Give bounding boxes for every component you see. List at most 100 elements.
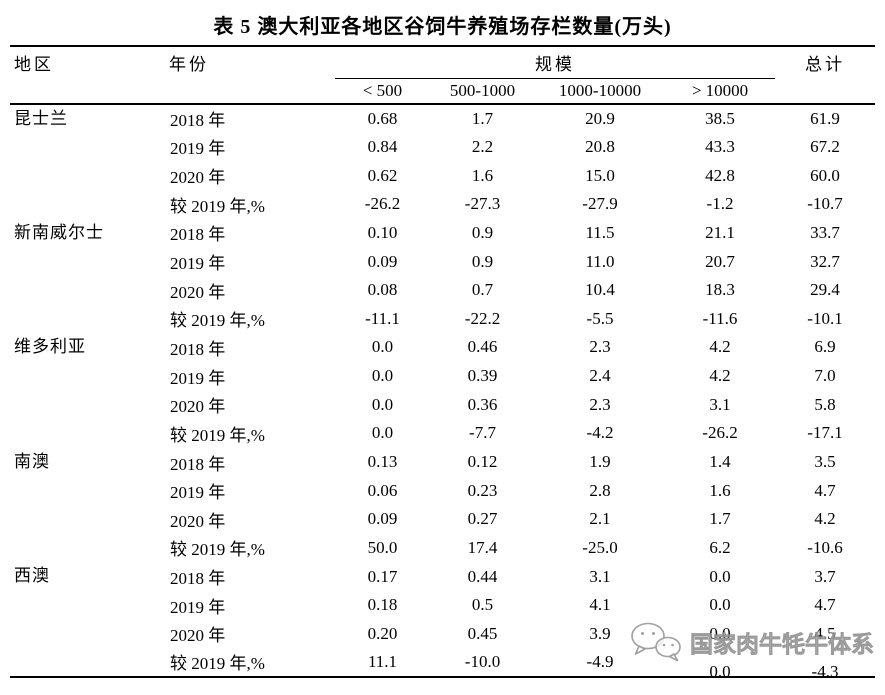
value-cell: 0.12 [467,452,498,471]
year-cell: 2019 年 [170,139,226,159]
value-cell: -1.2 [706,194,734,214]
value-cell: -10.0 [464,651,501,671]
value-cell: 0.10 [367,222,398,242]
table-body: 昆士兰 2018 年 0.68 1.7 20.9 38.5 61.9 2019 年 0.84 2.… [10,104,875,681]
value-cell: 1.7 [471,108,494,128]
header-scale-lt500: < 500 [362,80,403,100]
table-row: 较 2019 年,% -11.1 -22.2 -5.5 -11.6 -10.1 [10,304,875,333]
table-row: 2020 年 0.08 0.7 10.4 18.3 29.4 [10,276,875,305]
value-cell: 1.6 [709,480,731,500]
table-row: 较 2019 年,% -26.2 -27.3 -27.9 -1.2 -10.7 [10,190,875,219]
value-cell: -4.2 [586,423,614,443]
value-cell: 11.0 [585,251,615,271]
value-cell: 2.4 [589,366,611,386]
value-cell: 32.7 [810,251,840,271]
value-cell: 15.0 [585,165,615,185]
year-cell: 2019 年 [170,254,226,274]
year-cell: 2018 年 [170,339,226,359]
header-empty [775,78,875,104]
value-cell: 2.8 [589,480,611,500]
header-scale-500-1000: 500-1000 [449,80,516,100]
year-cell: 较 2019 年,% [170,196,265,216]
table-row: 昆士兰 2018 年 0.68 1.7 20.9 38.5 61.9 [10,104,875,133]
value-cell: 0.36 [467,394,498,414]
value-cell: 6.9 [814,337,836,357]
value-cell: 1.7 [709,509,731,529]
value-cell: -11.6 [702,308,738,328]
header-row-main: 地区 年份 规模 总计 [10,46,875,79]
year-cell: 2019 年 [170,483,226,503]
header-scale: 规模 [335,46,775,79]
value-cell: 21.1 [705,222,735,242]
value-cell: 0.7 [471,280,494,300]
value-cell: 0.0 [371,337,394,357]
value-cell: 0.17 [367,566,398,586]
value-cell: -27.3 [464,194,501,214]
year-cell: 2018 年 [170,111,226,131]
value-cell: 20.8 [585,136,615,156]
value-cell: 20.7 [705,251,735,271]
year-cell: 2020 年 [170,626,226,646]
header-total: 总计 [805,55,845,74]
year-cell: 2019 年 [170,597,226,617]
value-cell: -27.9 [582,194,618,214]
value-cell: -5.5 [586,308,614,328]
value-cell: 0.0 [709,661,731,681]
value-cell: 2.3 [589,337,611,357]
table-title: 表 5 澳大利亚各地区谷饲牛养殖场存栏数量(万头) [213,16,672,38]
value-cell: -10.7 [807,194,843,214]
value-cell: 0.09 [367,509,398,529]
value-cell: 4.2 [814,509,836,529]
value-cell: 2.3 [589,394,611,414]
value-cell: 1.6 [471,165,494,185]
table-row: 2019 年 0.06 0.23 2.8 1.6 4.7 [10,476,875,505]
year-cell: 2020 年 [170,397,226,417]
value-cell: 0.84 [367,136,398,156]
value-cell: 0.44 [467,566,498,586]
value-cell: 3.5 [814,452,836,471]
value-cell: 0.09 [367,251,398,271]
value-cell: 0.5 [471,595,494,615]
value-cell: 3.1 [709,394,731,414]
value-cell: 42.8 [705,165,735,185]
value-cell: 0.45 [467,623,498,643]
value-cell: 18.3 [705,280,735,300]
value-cell: 0.0 [709,566,731,586]
value-cell: 4.5 [814,623,836,643]
value-cell: 0.0 [709,595,731,615]
value-cell: 61.9 [810,108,840,128]
value-cell: -10.6 [807,537,843,557]
value-cell: 0.0 [371,394,394,414]
value-cell: -25.0 [582,537,618,557]
region-cell: 南澳 [14,451,50,471]
value-cell: 20.9 [585,108,615,128]
table-row: 较 2019 年,% 0.0 -7.7 -4.2 -26.2 -17.1 [10,419,875,448]
value-cell: 3.7 [814,566,836,586]
header-row-sub: < 500 500-1000 1000-10000 > 10000 [10,78,875,104]
value-cell: 17.4 [467,537,498,557]
value-cell: 6.2 [709,537,731,557]
region-cell: 西澳 [14,566,50,586]
value-cell: -4.9 [586,651,614,671]
table-row: 较 2019 年,% 11.1 -10.0 -4.9 0.0 -4.3 [10,648,875,681]
value-cell: 5.8 [814,394,836,414]
value-cell: 0.9 [471,251,494,271]
year-cell: 较 2019 年,% [170,311,265,331]
value-cell: 29.4 [810,280,840,300]
value-cell: 0.27 [467,509,498,529]
value-cell: 0.06 [367,480,398,500]
value-cell: 0.68 [367,108,398,128]
table-row: 2019 年 0.09 0.9 11.0 20.7 32.7 [10,247,875,276]
value-cell: 0.08 [367,280,398,300]
region-cell: 新南威尔士 [14,222,104,242]
value-cell: 4.7 [814,480,836,500]
header-scale-1000-10000: 1000-10000 [558,80,642,100]
value-cell: 0.13 [367,452,398,471]
table-row: 西澳 2018 年 0.17 0.44 3.1 0.0 3.7 [10,562,875,591]
value-cell: -10.1 [807,308,843,328]
value-cell: 4.2 [709,337,731,357]
value-cell: 1.9 [589,452,611,471]
value-cell: -22.2 [464,308,501,328]
year-cell: 2020 年 [170,168,226,188]
value-cell: 0.62 [367,165,398,185]
